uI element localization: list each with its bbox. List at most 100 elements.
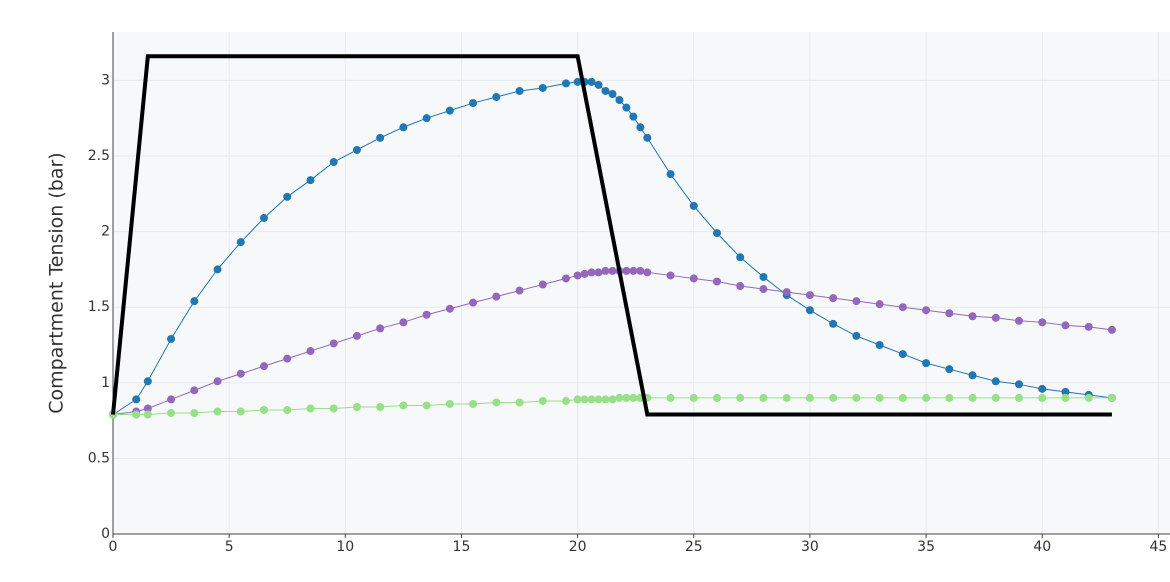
point <box>713 277 721 286</box>
point <box>422 114 431 123</box>
point <box>352 402 361 411</box>
point <box>306 404 315 413</box>
point <box>190 297 199 306</box>
y-axis-title: Compartment Tension (bar) <box>46 152 68 413</box>
point <box>601 86 610 95</box>
point <box>376 133 385 142</box>
point <box>573 395 582 404</box>
point <box>991 313 1000 322</box>
point <box>329 404 338 413</box>
point <box>1084 322 1093 331</box>
point <box>283 192 292 201</box>
point <box>143 377 152 386</box>
x-tick-label: 30 <box>801 539 819 555</box>
point <box>329 158 338 167</box>
point <box>829 393 838 402</box>
point <box>636 266 645 275</box>
point <box>608 89 617 98</box>
point <box>492 93 501 102</box>
point <box>352 331 361 340</box>
point <box>922 306 931 315</box>
point <box>629 266 638 275</box>
x-tick-label: 15 <box>453 539 471 555</box>
point <box>968 371 977 380</box>
point <box>629 393 638 402</box>
y-tick-label: 0.5 <box>88 450 110 466</box>
point <box>422 401 431 410</box>
point <box>190 386 199 395</box>
point <box>399 318 408 327</box>
point <box>875 340 884 349</box>
point <box>622 393 631 402</box>
point <box>968 312 977 321</box>
point <box>615 96 624 105</box>
point <box>643 268 652 277</box>
point <box>167 334 176 343</box>
point <box>132 410 141 419</box>
point <box>492 398 501 407</box>
point <box>759 393 768 402</box>
point <box>260 362 268 371</box>
point <box>538 396 547 405</box>
x-tick-label: 5 <box>225 539 234 555</box>
point <box>1038 393 1047 402</box>
point <box>422 310 431 319</box>
point <box>167 409 176 418</box>
point <box>236 238 245 247</box>
point <box>143 410 152 419</box>
point <box>945 309 954 318</box>
point <box>1015 393 1023 402</box>
point <box>922 393 931 402</box>
x-tick-label: 10 <box>336 539 354 555</box>
y-tick-label: 1.5 <box>88 299 110 315</box>
point <box>376 324 385 333</box>
point <box>399 123 408 132</box>
point <box>260 406 268 415</box>
point <box>283 406 292 415</box>
point <box>666 393 675 402</box>
point <box>143 404 152 413</box>
point <box>945 365 954 374</box>
point <box>213 377 222 386</box>
point <box>190 409 199 418</box>
point <box>1107 325 1116 334</box>
point <box>736 282 745 291</box>
point <box>594 395 603 404</box>
point <box>306 176 315 185</box>
point <box>469 99 478 108</box>
point <box>829 294 838 303</box>
point <box>587 268 596 277</box>
point <box>1038 318 1047 327</box>
plot-area <box>113 32 1170 534</box>
point <box>689 201 698 210</box>
point <box>852 297 861 306</box>
point <box>352 145 361 154</box>
point <box>562 274 570 283</box>
point <box>782 288 791 297</box>
point <box>643 133 652 142</box>
point <box>573 77 582 86</box>
point <box>1015 380 1023 389</box>
point <box>991 393 1000 402</box>
point <box>689 274 698 283</box>
point <box>968 393 977 402</box>
point <box>922 359 931 368</box>
point <box>875 393 884 402</box>
point <box>805 393 814 402</box>
x-tick-label: 35 <box>917 539 935 555</box>
point <box>562 79 570 88</box>
x-tick-label: 20 <box>569 539 587 555</box>
point <box>601 266 610 275</box>
point <box>636 123 645 132</box>
point <box>759 285 768 294</box>
y-tick-label: 2 <box>101 224 110 240</box>
point <box>1015 316 1023 325</box>
point <box>132 395 141 404</box>
y-tick-label: 1 <box>101 375 110 391</box>
point <box>615 393 624 402</box>
point <box>399 401 408 410</box>
series-line <box>111 54 1112 417</box>
point <box>580 269 589 278</box>
point <box>1107 393 1116 402</box>
point <box>852 393 861 402</box>
